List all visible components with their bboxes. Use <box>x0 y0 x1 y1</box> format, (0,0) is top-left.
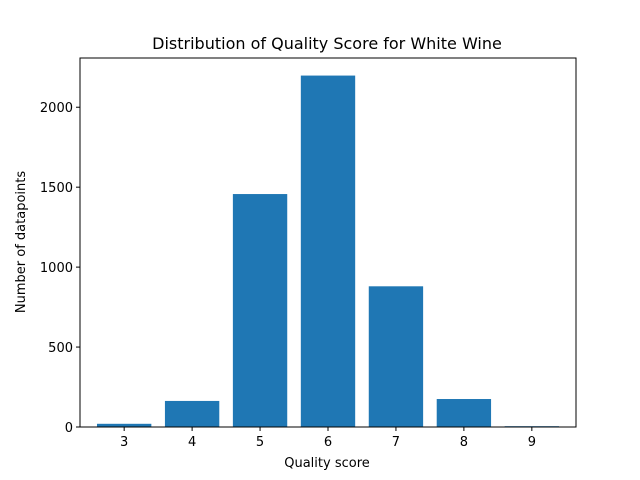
chart-title: Distribution of Quality Score for White … <box>152 34 502 53</box>
y-axis-label: Number of datapoints <box>14 171 29 313</box>
bar-quality-8 <box>436 399 492 427</box>
x-tick-label: 3 <box>120 435 128 450</box>
x-tick-label: 8 <box>460 435 468 450</box>
y-tick-label: 500 <box>48 341 73 356</box>
bars-group <box>96 75 560 428</box>
bar-quality-5 <box>232 194 288 427</box>
x-tick-label: 6 <box>324 435 332 450</box>
x-tick-label: 7 <box>392 435 400 450</box>
y-tick-label: 0 <box>65 421 73 436</box>
bar-quality-4 <box>164 400 220 427</box>
y-tick-label: 2000 <box>40 101 73 116</box>
plot-frame <box>79 57 577 428</box>
x-tick-label: 9 <box>528 435 536 450</box>
y-tick-label: 1000 <box>40 261 73 276</box>
y-axis-ticks: 0 500 1000 1500 2000 <box>40 101 80 436</box>
y-tick-label: 1500 <box>40 181 73 196</box>
x-tick-label: 5 <box>256 435 264 450</box>
bar-quality-6 <box>300 75 356 428</box>
bar-quality-3 <box>96 423 152 427</box>
x-axis-ticks: 3 4 5 6 7 8 9 <box>120 427 536 450</box>
bar-quality-7 <box>368 286 424 427</box>
x-axis-label: Quality score <box>284 456 370 471</box>
x-tick-label: 4 <box>188 435 196 450</box>
